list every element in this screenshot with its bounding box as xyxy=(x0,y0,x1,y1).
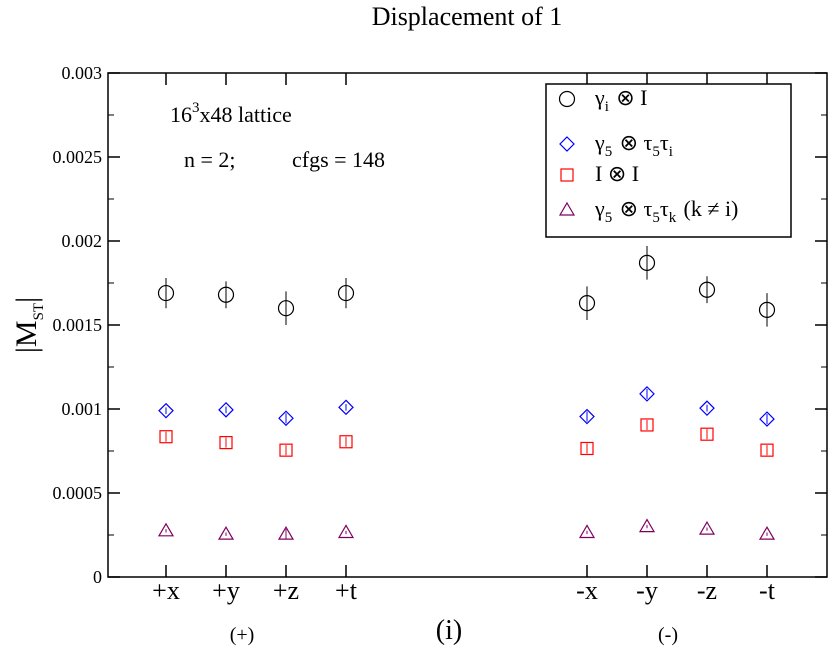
diamond-marker xyxy=(338,399,354,416)
legend-entry-label: γ5 ⊗ τ5τk (k ≠ i) xyxy=(594,196,738,226)
square-marker xyxy=(760,443,774,457)
circle-marker xyxy=(337,284,355,302)
square-marker xyxy=(560,168,574,182)
x-tick-label: -t xyxy=(759,576,776,605)
diamond-marker xyxy=(759,411,775,427)
y-axis: 0 0.0005 0.001 0.0015 0.002 0.0025 0.003 xyxy=(53,63,827,587)
triangle-marker xyxy=(558,201,576,216)
x-tick-label: +y xyxy=(212,576,240,605)
circle-marker xyxy=(758,301,776,318)
triangle-marker xyxy=(698,520,716,535)
y-tick-label: 0.0015 xyxy=(53,315,103,335)
diamond-marker xyxy=(278,410,294,427)
x-tick-label: +z xyxy=(273,576,299,605)
x-tick-label: +x xyxy=(152,576,180,605)
square-marker xyxy=(159,430,173,444)
legend-box xyxy=(545,83,792,238)
square-marker xyxy=(339,435,353,449)
y-tick-label: 0.002 xyxy=(62,231,103,251)
circle-marker xyxy=(157,284,175,302)
x-tick-label: -y xyxy=(636,576,658,605)
triangle-marker xyxy=(157,522,175,537)
circle-marker xyxy=(277,300,295,317)
square-marker xyxy=(219,436,233,450)
x-tick-label: +t xyxy=(335,576,358,605)
y-tick-label: 0.0025 xyxy=(53,147,103,167)
y-axis-label: |MST| xyxy=(10,297,47,353)
circle-marker xyxy=(217,286,235,303)
circle-marker xyxy=(638,254,656,271)
diamond-marker xyxy=(579,408,595,425)
triangle-marker xyxy=(337,524,355,539)
group-label-minus: (-) xyxy=(658,624,678,646)
cfgs-annotation: cfgs = 148 xyxy=(292,147,385,172)
x-axis: +x +y +z +t -x -y -z -t xyxy=(152,73,776,605)
square-marker xyxy=(640,418,654,432)
x-tick-label: -z xyxy=(697,576,717,605)
circle-marker xyxy=(698,281,716,298)
square-marker xyxy=(279,443,293,457)
y-tick-label: 0 xyxy=(93,567,102,587)
square-marker xyxy=(700,427,714,441)
legend-entry-label: γ5 ⊗ τ5τi xyxy=(594,130,675,160)
legend-entry-label: I ⊗ I xyxy=(595,161,639,186)
group-label-plus: (+) xyxy=(230,624,255,646)
x-tick-label: -x xyxy=(576,576,598,605)
y-tick-label: 0.001 xyxy=(62,399,103,419)
triangle-marker xyxy=(217,525,235,540)
diamond-marker xyxy=(639,386,655,402)
circle-marker xyxy=(558,90,576,108)
y-tick-label: 0.0005 xyxy=(53,483,103,503)
square-marker xyxy=(580,441,594,456)
diamond-marker xyxy=(158,402,174,419)
group-label-center: (i) xyxy=(436,615,462,646)
legend: γi ⊗ I γ5 ⊗ τ5τi I ⊗ I γ5 ⊗ τ5τk (k ≠ i) xyxy=(545,83,792,238)
n-annotation: n = 2; xyxy=(184,147,236,172)
y-tick-label: 0.003 xyxy=(62,63,103,83)
data-series xyxy=(157,246,776,540)
chart-title: Displacement of 1 xyxy=(372,2,563,31)
diamond-marker xyxy=(559,136,575,152)
triangle-marker xyxy=(758,525,776,540)
diamond-marker xyxy=(218,401,234,418)
circle-marker xyxy=(578,295,596,312)
diamond-marker xyxy=(699,400,715,417)
legend-entry-label: γi ⊗ I xyxy=(594,85,648,115)
lattice-annotation: 163x48 lattice xyxy=(170,100,292,127)
triangle-marker xyxy=(638,518,656,533)
triangle-marker xyxy=(578,524,596,539)
triangle-marker xyxy=(277,525,295,540)
